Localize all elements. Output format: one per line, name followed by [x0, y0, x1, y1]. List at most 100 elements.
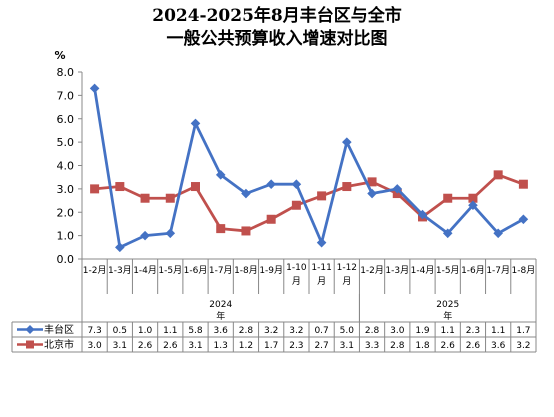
data-point: [442, 228, 453, 239]
data-point: [165, 228, 176, 239]
table-cell-value: 1.2: [239, 341, 253, 351]
x-category-label: 月: [342, 276, 351, 287]
legend-series-name: 北京市: [44, 338, 74, 351]
table-cell-value: 3.0: [87, 341, 102, 351]
y-tick-label: 1.0: [57, 230, 75, 243]
legend-marker: [25, 325, 35, 334]
table-cell-value: 2.3: [289, 341, 303, 351]
table-cell-value: 1.1: [491, 326, 505, 336]
y-tick-label: 5.0: [57, 136, 75, 149]
table-cell-value: 7.3: [87, 326, 101, 336]
chart-title-line2: 一般公共预算收入增速对比图: [166, 29, 388, 49]
y-tick-label: 3.0: [57, 183, 75, 196]
x-category-label: 1-3月: [385, 265, 409, 276]
data-point: [165, 193, 175, 203]
x-category-label: 1-5月: [158, 265, 182, 276]
x-category-label: 月: [292, 276, 301, 287]
table-cell-value: 3.0: [390, 326, 405, 336]
table-cell-value: 0.7: [314, 326, 328, 336]
data-point: [266, 214, 276, 224]
data-point: [115, 242, 125, 253]
x-category-label: 1-12: [337, 263, 357, 273]
data-point: [367, 188, 377, 199]
data-point: [317, 191, 327, 201]
table-cell-value: 1.0: [138, 326, 153, 336]
y-tick-label: 4.0: [57, 160, 75, 173]
table-cell-value: 2.6: [163, 341, 178, 351]
x-category-label: 1-6月: [184, 265, 208, 276]
data-point: [190, 118, 201, 129]
data-point: [291, 200, 301, 210]
y-axis-unit-label: %: [54, 49, 65, 62]
data-point: [468, 200, 478, 211]
x-category-label: 1-11: [311, 263, 331, 273]
x-category-label: 1-6月: [461, 265, 485, 276]
x-category-label: 1-2月: [360, 265, 384, 276]
data-point: [241, 226, 251, 236]
x-group-label: 2024: [209, 300, 232, 310]
table-cell-value: 3.1: [340, 341, 354, 351]
table-cell-value: 1.9: [415, 326, 430, 336]
x-group-label: 年: [443, 310, 452, 322]
legend-marker: [26, 340, 34, 349]
table-cell-value: 2.3: [466, 326, 480, 336]
data-point: [266, 179, 276, 189]
x-category-label: 1-4月: [411, 265, 435, 276]
table-cell-value: 1.7: [264, 341, 278, 351]
axes: 0.01.02.03.04.05.06.07.08.01-2月 1-3月 1-4月 1…: [57, 66, 537, 322]
table-cell-value: 2.6: [466, 341, 481, 351]
y-tick-label: 6.0: [57, 113, 75, 126]
data-point: [342, 137, 352, 147]
table-cell-value: 1.1: [163, 326, 177, 336]
table-cell-value: 2.8: [365, 326, 380, 336]
data-point: [493, 228, 503, 239]
data-point: [216, 224, 226, 234]
x-category-label: 1-8月: [234, 265, 258, 276]
data-point: [518, 214, 529, 225]
table-cell-value: 2.6: [138, 341, 153, 351]
table-cell-value: 3.6: [214, 326, 229, 336]
y-tick-label: 8.0: [57, 66, 75, 79]
x-category-label: 1-8月: [512, 265, 536, 276]
y-tick-label: 2.0: [57, 206, 75, 219]
table-cell-value: 3.1: [113, 341, 127, 351]
chart-title-line1: 2024-2025年8月丰台区与全市: [152, 6, 402, 26]
x-category-label: 1-10: [286, 263, 307, 273]
plot-area: [89, 83, 529, 253]
table-cell-value: 3.2: [264, 326, 278, 336]
x-category-label: 1-9月: [259, 265, 283, 276]
table-cell-value: 3.6: [491, 341, 506, 351]
data-point: [468, 193, 478, 203]
data-point: [342, 182, 352, 192]
data-point: [191, 182, 200, 192]
table-cell-value: 2.6: [441, 341, 456, 351]
x-category-label: 1-7月: [486, 265, 510, 276]
data-point: [493, 170, 503, 180]
table-cell-value: 2.8: [390, 341, 405, 351]
data-point: [215, 170, 226, 180]
table-cell-value: 2.7: [314, 341, 328, 351]
data-point: [115, 182, 125, 192]
table-cell-value: 3.2: [289, 326, 303, 336]
data-point: [518, 179, 528, 189]
table-cell-value: 1.8: [415, 341, 430, 351]
table-cell-value: 0.5: [113, 326, 127, 336]
x-category-label: 1-3月: [108, 265, 132, 276]
x-category-label: 1-7月: [209, 265, 233, 276]
series-line: [93, 88, 525, 249]
table-cell-value: 5.0: [340, 326, 355, 336]
table-cell-value: 3.2: [516, 341, 530, 351]
data-point: [140, 230, 150, 241]
x-category-label: 1-2月: [83, 265, 107, 276]
data-table: 丰台区 7.3 0.5 1.0 1.1 5.8 3.6 2.8 3.2 3.2 0.7 5.0 2.8 3…: [11, 321, 537, 353]
data-point: [89, 83, 100, 94]
x-category-label: 1-5月: [436, 265, 460, 276]
x-category-label: 1-4月: [133, 265, 157, 276]
x-category-label: 月: [317, 276, 326, 287]
y-tick-label: 0.0: [57, 253, 75, 266]
table-cell-value: 3.3: [365, 341, 379, 351]
data-point: [392, 184, 403, 194]
table-cell-value: 1.3: [214, 341, 228, 351]
table-cell-value: 1.1: [441, 326, 455, 336]
